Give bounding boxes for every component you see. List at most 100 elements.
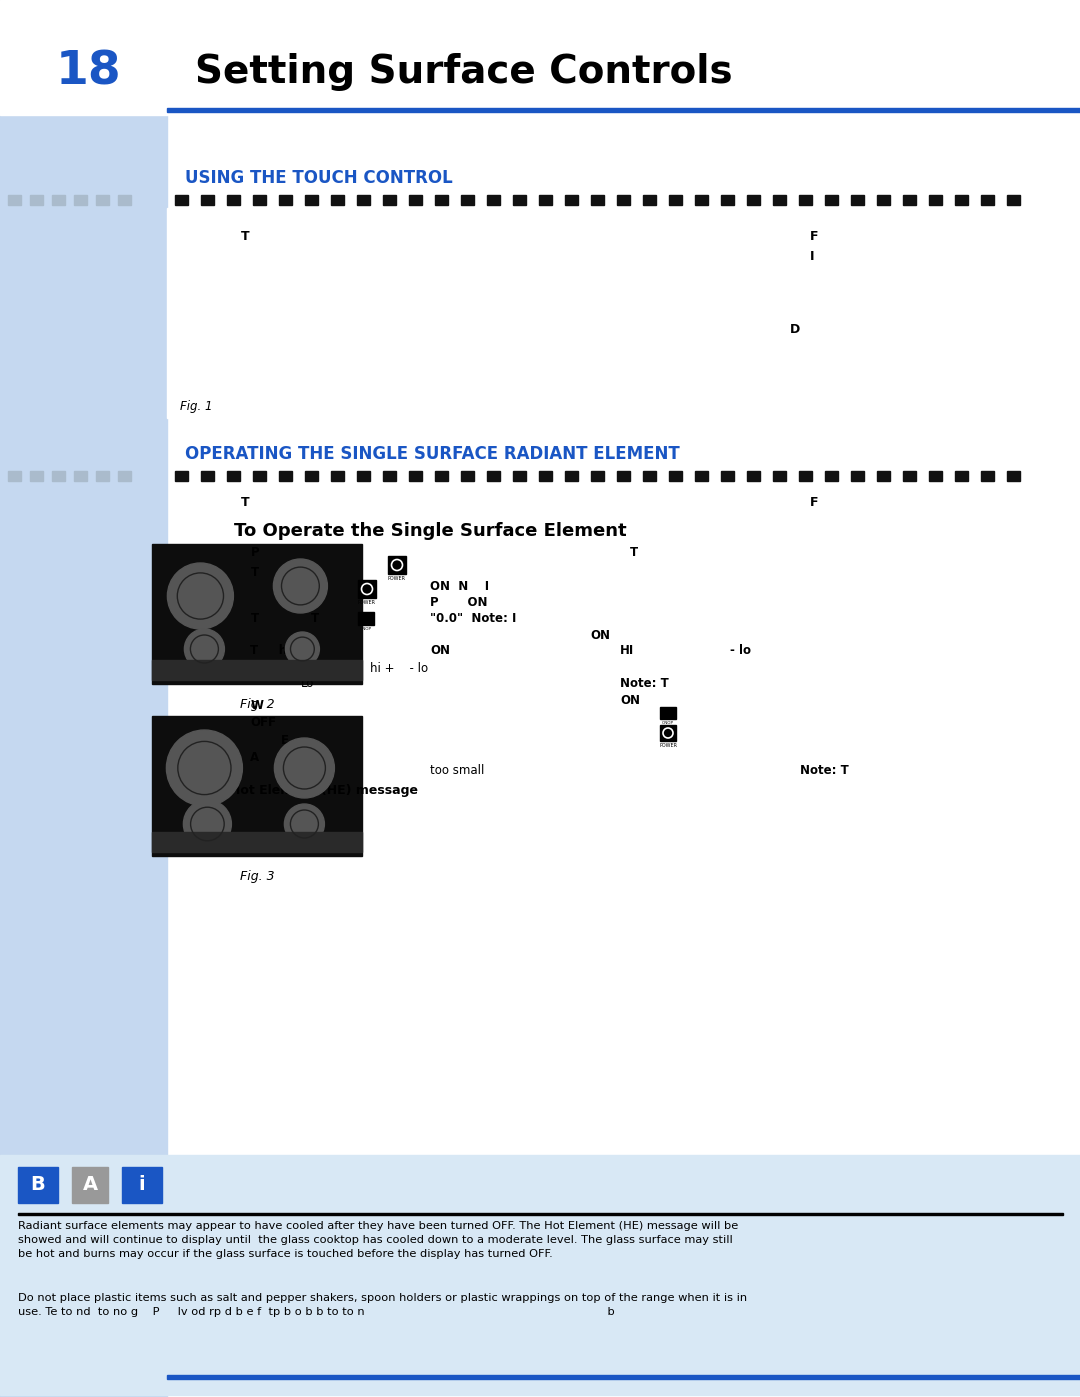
Bar — [825, 471, 838, 481]
Circle shape — [167, 563, 233, 629]
Text: POWER: POWER — [357, 599, 376, 605]
Bar — [8, 196, 21, 205]
Text: W: W — [251, 698, 264, 712]
Text: ON: ON — [590, 629, 610, 643]
Text: Lo: Lo — [300, 678, 314, 690]
Bar — [357, 580, 376, 598]
Bar — [539, 196, 552, 205]
Text: i: i — [138, 1175, 146, 1194]
Text: B: B — [30, 1175, 45, 1194]
Bar — [660, 707, 676, 719]
Bar — [747, 196, 760, 205]
Text: ONOP: ONOP — [662, 721, 674, 725]
Bar — [618, 196, 631, 205]
Bar — [357, 471, 370, 481]
Bar — [1008, 196, 1021, 205]
Text: Fig. 3: Fig. 3 — [240, 870, 274, 883]
Circle shape — [166, 731, 242, 806]
Bar — [175, 196, 188, 205]
Bar — [670, 196, 683, 205]
Bar — [167, 108, 1080, 112]
Text: E: E — [281, 733, 288, 747]
Bar — [877, 471, 890, 481]
Circle shape — [284, 805, 324, 844]
Circle shape — [184, 800, 231, 848]
Bar — [566, 471, 579, 481]
Bar — [167, 1375, 1080, 1379]
Text: 18: 18 — [56, 49, 122, 95]
Bar — [930, 471, 943, 481]
Bar — [96, 196, 109, 205]
Bar — [903, 471, 917, 481]
Text: T: T — [241, 231, 249, 243]
Bar — [175, 471, 188, 481]
Bar — [118, 471, 131, 481]
Bar — [30, 471, 43, 481]
Bar — [487, 471, 500, 481]
Text: T: T — [251, 566, 258, 578]
Bar — [409, 196, 422, 205]
Bar — [851, 471, 864, 481]
Bar — [592, 196, 605, 205]
Bar — [435, 471, 448, 481]
Bar — [409, 471, 422, 481]
Text: Radiant surface elements may appear to have cooled after they have been turned O: Radiant surface elements may appear to h… — [18, 1221, 739, 1259]
Bar — [254, 471, 267, 481]
Bar — [747, 471, 760, 481]
Bar — [0, 1155, 1080, 1396]
Bar — [18, 1166, 58, 1203]
Text: - lo: - lo — [730, 644, 751, 657]
Bar — [332, 196, 345, 205]
Circle shape — [285, 631, 320, 666]
Bar — [201, 471, 215, 481]
Bar — [383, 471, 396, 481]
Text: POWER: POWER — [659, 743, 677, 747]
Bar — [592, 471, 605, 481]
Text: F: F — [810, 496, 819, 509]
Text: too small: too small — [430, 764, 484, 777]
Text: Fig. 1: Fig. 1 — [180, 400, 213, 414]
Bar — [228, 196, 241, 205]
Text: Do not place plastic items such as salt and pepper shakers, spoon holders or pla: Do not place plastic items such as salt … — [18, 1294, 747, 1317]
Bar — [461, 196, 474, 205]
Bar — [903, 196, 917, 205]
Bar — [825, 196, 838, 205]
Bar — [696, 471, 708, 481]
Bar — [930, 196, 943, 205]
Text: P: P — [251, 546, 259, 559]
Bar — [306, 196, 319, 205]
Text: T: T — [251, 612, 258, 624]
Text: D: D — [789, 323, 800, 337]
Bar — [152, 659, 363, 680]
Text: A: A — [251, 752, 259, 764]
Bar — [773, 471, 786, 481]
Bar — [696, 196, 708, 205]
Bar — [773, 196, 786, 205]
Text: Fig. 2: Fig. 2 — [240, 698, 274, 711]
Circle shape — [274, 738, 335, 798]
Text: Note: T: Note: T — [620, 678, 669, 690]
Bar — [956, 196, 969, 205]
Bar — [152, 717, 363, 856]
Bar — [982, 196, 995, 205]
Bar — [75, 471, 87, 481]
Bar — [721, 471, 734, 481]
Bar — [152, 543, 363, 685]
Text: OFF: OFF — [251, 717, 276, 729]
Bar — [201, 196, 215, 205]
Bar — [52, 471, 65, 481]
Bar — [513, 471, 526, 481]
Bar — [30, 196, 43, 205]
Bar — [280, 471, 293, 481]
Bar — [75, 196, 87, 205]
Text: P       ON: P ON — [430, 597, 487, 609]
Bar — [618, 471, 631, 481]
Text: T     hi +: T hi + — [251, 644, 306, 657]
Bar — [513, 196, 526, 205]
Bar — [118, 196, 131, 205]
Bar — [851, 196, 864, 205]
Bar — [254, 196, 267, 205]
Text: ON  N    I: ON N I — [430, 580, 489, 592]
Bar — [96, 471, 109, 481]
Text: "0.0"  Note: I: "0.0" Note: I — [430, 612, 516, 624]
